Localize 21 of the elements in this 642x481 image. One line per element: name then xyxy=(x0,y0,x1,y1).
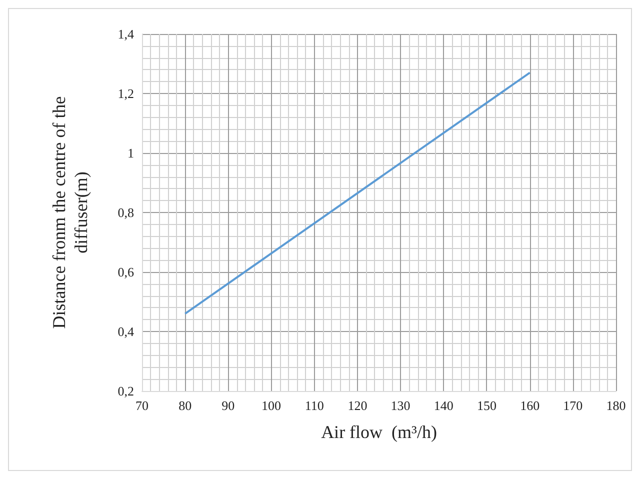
y-tick-label: 0,2 xyxy=(118,384,134,398)
y-tick-label: 0,6 xyxy=(118,264,134,280)
x-tick-label: 100 xyxy=(262,398,282,413)
x-tick-label: 130 xyxy=(390,398,410,413)
y-tick-label: 1,2 xyxy=(118,86,134,101)
y-tick-label: 0,8 xyxy=(118,205,134,220)
y-tick-label: 1 xyxy=(128,146,134,160)
y-tick-label: 1,4 xyxy=(118,26,134,42)
x-tick-label: 80 xyxy=(178,398,192,413)
x-tick-label: 120 xyxy=(348,398,368,413)
x-tick-label: 160 xyxy=(520,398,540,413)
x-tick-label: 180 xyxy=(606,398,626,413)
y-axis-title: Distance fronm the centre of the diffuser(m) xyxy=(49,96,91,329)
x-tick-label: 70 xyxy=(136,398,148,413)
y-tick-label: 0,4 xyxy=(118,324,134,339)
x-tick-label: 90 xyxy=(222,398,235,413)
x-tick-label: 150 xyxy=(476,398,496,413)
x-tick-label: 110 xyxy=(304,398,324,413)
x-axis-title: Air flow (m³/h) xyxy=(321,422,437,442)
x-tick-label: 140 xyxy=(434,398,454,413)
x-tick-label: 170 xyxy=(563,398,583,413)
